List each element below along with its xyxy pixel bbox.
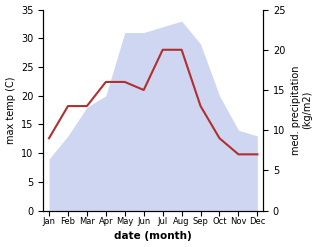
Y-axis label: med. precipitation
(kg/m2): med. precipitation (kg/m2) [291,65,313,155]
X-axis label: date (month): date (month) [114,231,192,242]
Y-axis label: max temp (C): max temp (C) [5,76,16,144]
